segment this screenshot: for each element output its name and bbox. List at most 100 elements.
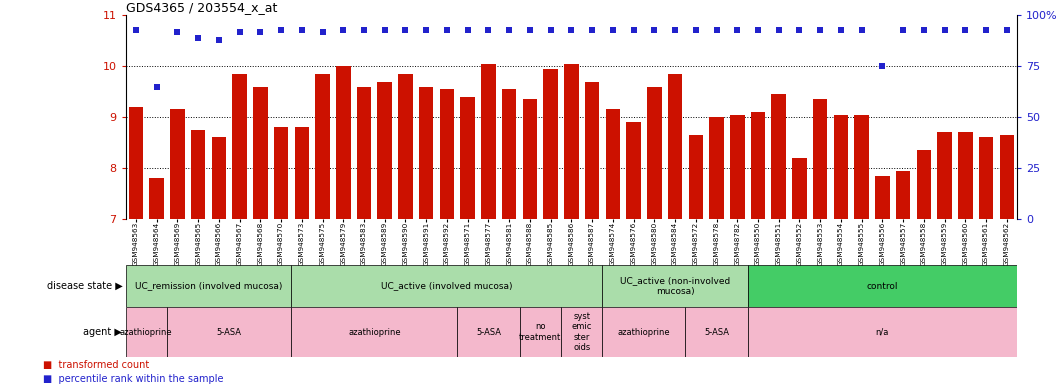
Point <box>832 26 849 33</box>
Point <box>377 26 394 33</box>
Bar <box>748 307 1017 357</box>
Bar <box>751 112 765 384</box>
Text: agent ▶: agent ▶ <box>83 327 122 337</box>
Bar <box>398 74 413 384</box>
Bar <box>253 87 267 384</box>
Text: GDS4365 / 203554_x_at: GDS4365 / 203554_x_at <box>126 1 277 14</box>
Point <box>708 26 725 33</box>
Bar <box>771 94 786 384</box>
Text: azathioprine: azathioprine <box>348 328 401 337</box>
Bar <box>170 109 185 384</box>
Bar <box>419 87 433 384</box>
Point <box>915 26 932 33</box>
Point <box>252 28 269 35</box>
Bar <box>315 74 330 384</box>
Bar <box>896 170 911 384</box>
Point <box>812 26 829 33</box>
Point <box>294 26 311 33</box>
Bar <box>273 127 288 384</box>
Text: ■  transformed count: ■ transformed count <box>43 360 149 370</box>
Text: azathioprine: azathioprine <box>120 328 172 337</box>
Text: syst
emic
ster
oids: syst emic ster oids <box>571 312 592 352</box>
Bar <box>685 307 748 357</box>
Point <box>169 28 186 35</box>
Point <box>998 26 1015 33</box>
Bar <box>730 114 745 384</box>
Bar <box>126 265 292 307</box>
Bar <box>458 307 519 357</box>
Bar <box>129 107 144 384</box>
Bar <box>793 158 807 384</box>
Text: 5-ASA: 5-ASA <box>217 328 242 337</box>
Point <box>438 26 455 33</box>
Bar <box>564 64 579 384</box>
Bar <box>602 307 685 357</box>
Point <box>729 26 746 33</box>
Point <box>521 26 538 33</box>
Text: UC_active (involved mucosa): UC_active (involved mucosa) <box>381 281 513 291</box>
Point <box>231 28 248 35</box>
Point <box>355 26 372 33</box>
Bar <box>979 137 994 384</box>
Bar <box>688 135 703 384</box>
Point <box>314 28 331 35</box>
Bar <box>481 64 496 384</box>
Point <box>460 26 477 33</box>
Bar <box>916 150 931 384</box>
Point <box>625 26 642 33</box>
Point <box>770 26 787 33</box>
Bar <box>668 74 682 384</box>
Bar <box>834 114 848 384</box>
Bar <box>292 307 458 357</box>
Point <box>874 63 891 70</box>
Bar <box>167 307 292 357</box>
Bar <box>748 265 1017 307</box>
Point <box>604 26 621 33</box>
Point <box>501 26 518 33</box>
Point <box>128 26 145 33</box>
Text: UC_remission (involved mucosa): UC_remission (involved mucosa) <box>135 281 282 291</box>
Text: no
treatment: no treatment <box>519 323 562 342</box>
Bar <box>439 89 454 384</box>
Bar <box>232 74 247 384</box>
Text: ■  percentile rank within the sample: ■ percentile rank within the sample <box>43 374 223 384</box>
Bar <box>295 127 309 384</box>
Bar <box>958 132 972 384</box>
Point <box>211 37 228 43</box>
Point <box>543 26 560 33</box>
Bar <box>999 135 1014 384</box>
Bar <box>876 175 890 384</box>
Bar <box>461 97 475 384</box>
Bar <box>502 89 516 384</box>
Point <box>687 26 704 33</box>
Point <box>749 26 766 33</box>
Bar <box>356 87 371 384</box>
Bar <box>378 81 392 384</box>
Bar <box>292 265 602 307</box>
Bar <box>519 307 561 357</box>
Text: n/a: n/a <box>876 328 890 337</box>
Point <box>480 26 497 33</box>
Point <box>272 26 289 33</box>
Point <box>791 26 808 33</box>
Point <box>853 26 870 33</box>
Text: 5-ASA: 5-ASA <box>476 328 501 337</box>
Bar <box>544 69 558 384</box>
Point <box>563 26 580 33</box>
Bar <box>212 137 227 384</box>
Text: UC_active (non-involved
mucosa): UC_active (non-involved mucosa) <box>620 276 730 296</box>
Point <box>666 26 683 33</box>
Bar <box>585 81 599 384</box>
Bar <box>605 109 620 384</box>
Text: disease state ▶: disease state ▶ <box>47 281 122 291</box>
Point <box>418 26 435 33</box>
Bar <box>937 132 952 384</box>
Bar <box>710 117 724 384</box>
Bar <box>561 307 602 357</box>
Point <box>895 26 912 33</box>
Point <box>646 26 663 33</box>
Bar <box>522 99 537 384</box>
Point <box>189 35 206 41</box>
Point <box>936 26 953 33</box>
Point <box>957 26 974 33</box>
